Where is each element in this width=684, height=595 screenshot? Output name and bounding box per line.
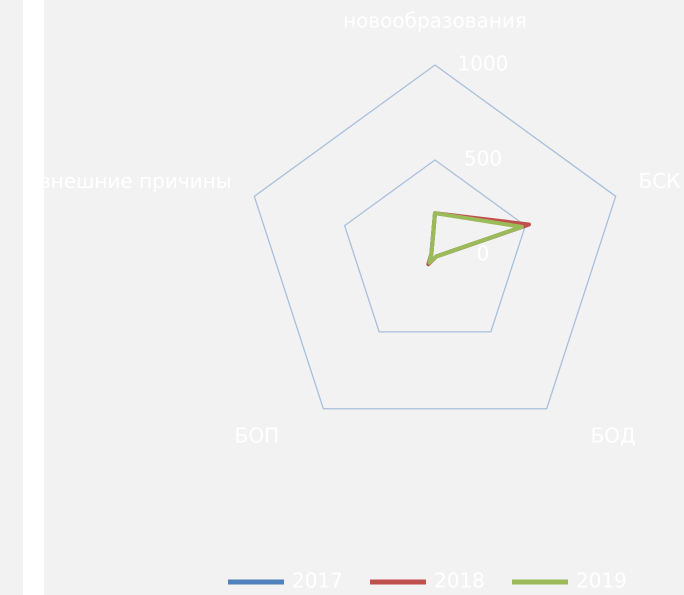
category-label: БОД [591,424,636,448]
y-tick-label: 0 [477,242,490,266]
legend-label: 2019 [576,569,627,593]
category-label: внешние причины [39,169,232,193]
series-line [427,211,524,265]
y-tick-label: 1000 [458,52,509,76]
grid-line [253,64,617,410]
category-label: БСК [638,169,680,193]
category-label: новообразования [343,9,527,33]
y-tick-label: 500 [464,147,502,171]
category-label: БОП [235,424,280,448]
legend-label: 2018 [434,569,485,593]
side-strip [23,0,44,595]
grid-line [343,159,527,333]
legend-label: 2017 [292,569,343,593]
